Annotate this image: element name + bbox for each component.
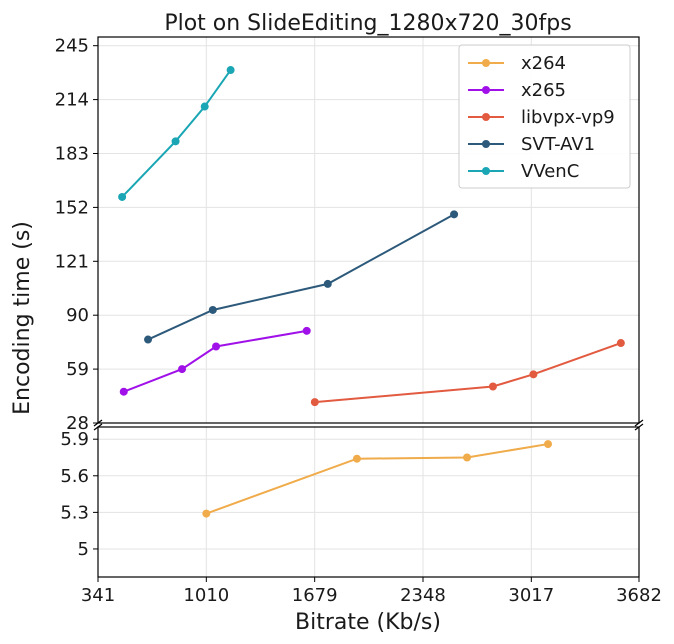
legend-label-libvpx-vp9: libvpx-vp9 xyxy=(521,107,615,128)
chart-title: Plot on SlideEditing_1280x720_30fps xyxy=(164,11,571,36)
data-point-SVT-AV1 xyxy=(144,335,153,344)
y-tick-label-upper: 28 xyxy=(66,413,89,434)
x-tick-label: 2348 xyxy=(400,585,446,606)
series-layer xyxy=(118,66,625,518)
data-point-x265 xyxy=(212,342,221,351)
upper-y-ticks: 28 59 90 121 152 183 214 245 xyxy=(55,36,98,434)
x-tick-label: 3017 xyxy=(508,585,554,606)
data-point-SVT-AV1 xyxy=(450,210,459,219)
x-ticks: 341 1010 1679 2348 3017 3682 xyxy=(81,577,662,606)
data-point-x264 xyxy=(463,453,472,462)
axis-break-mark xyxy=(634,423,644,431)
legend-marker-VVenC xyxy=(482,167,490,175)
legend-marker-SVT-AV1 xyxy=(482,140,490,148)
data-point-VVenC xyxy=(171,137,180,146)
x-tick-label: 341 xyxy=(81,585,115,606)
legend-label-x265: x265 xyxy=(521,80,566,101)
legend-marker-x264 xyxy=(482,59,490,67)
data-point-VVenC xyxy=(226,66,235,75)
data-point-libvpx-vp9 xyxy=(616,339,625,348)
y-tick-label-lower: 5.6 xyxy=(60,466,89,487)
data-point-libvpx-vp9 xyxy=(488,382,497,391)
legend-marker-libvpx-vp9 xyxy=(482,113,490,121)
data-point-SVT-AV1 xyxy=(208,305,217,314)
axis-break-marks xyxy=(93,419,644,431)
axis-break-mark xyxy=(93,423,103,431)
legend-label-VVenC: VVenC xyxy=(521,161,579,182)
data-point-x265 xyxy=(119,387,128,396)
lower-panel-grid xyxy=(97,427,640,577)
data-point-VVenC xyxy=(118,192,127,201)
x-tick-label: 3682 xyxy=(616,585,662,606)
data-point-VVenC xyxy=(200,102,209,111)
series-line-SVT-AV1 xyxy=(147,213,455,341)
data-point-x265 xyxy=(178,365,187,374)
y-tick-label-upper: 59 xyxy=(66,359,89,380)
legend-label-x264: x264 xyxy=(521,53,566,74)
y-tick-label-lower: 5 xyxy=(78,539,89,560)
data-point-x265 xyxy=(302,326,311,335)
series-line-VVenC xyxy=(121,69,232,198)
data-point-libvpx-vp9 xyxy=(310,398,319,407)
legend-box xyxy=(458,44,631,189)
y-tick-label-upper: 90 xyxy=(66,305,89,326)
y-tick-label-upper: 245 xyxy=(55,36,89,57)
lower-panel-frame xyxy=(97,426,640,578)
y-tick-label-lower: 5.9 xyxy=(60,429,89,450)
series-line-libvpx-vp9 xyxy=(314,342,622,404)
axis-break-mark xyxy=(634,419,644,427)
y-axis-label: Encoding time (s) xyxy=(10,221,35,415)
data-point-x264 xyxy=(543,440,552,449)
legend-label-SVT-AV1: SVT-AV1 xyxy=(521,134,595,155)
x-tick-label: 1010 xyxy=(183,585,229,606)
data-point-libvpx-vp9 xyxy=(529,370,538,379)
lower-y-ticks: 5 5.3 5.6 5.9 xyxy=(60,429,98,560)
series-line-x265 xyxy=(123,329,307,393)
y-tick-label-lower: 5.3 xyxy=(60,502,89,523)
y-tick-label-upper: 214 xyxy=(55,90,89,111)
upper-panel-frame xyxy=(97,36,640,424)
y-tick-label-upper: 152 xyxy=(55,197,89,218)
y-tick-label-upper: 183 xyxy=(55,143,89,164)
legend: x264 x265 libvpx-vp9 SVT-AV1 VVenC xyxy=(458,44,631,189)
data-point-x264 xyxy=(352,454,361,463)
data-point-x264 xyxy=(202,509,211,518)
data-point-SVT-AV1 xyxy=(323,279,332,288)
series-line-x264 xyxy=(205,443,549,515)
x-tick-label: 1679 xyxy=(292,585,338,606)
y-tick-label-upper: 121 xyxy=(55,251,89,272)
legend-marker-x265 xyxy=(482,86,490,94)
x-axis-label: Bitrate (Kb/s) xyxy=(295,610,441,635)
